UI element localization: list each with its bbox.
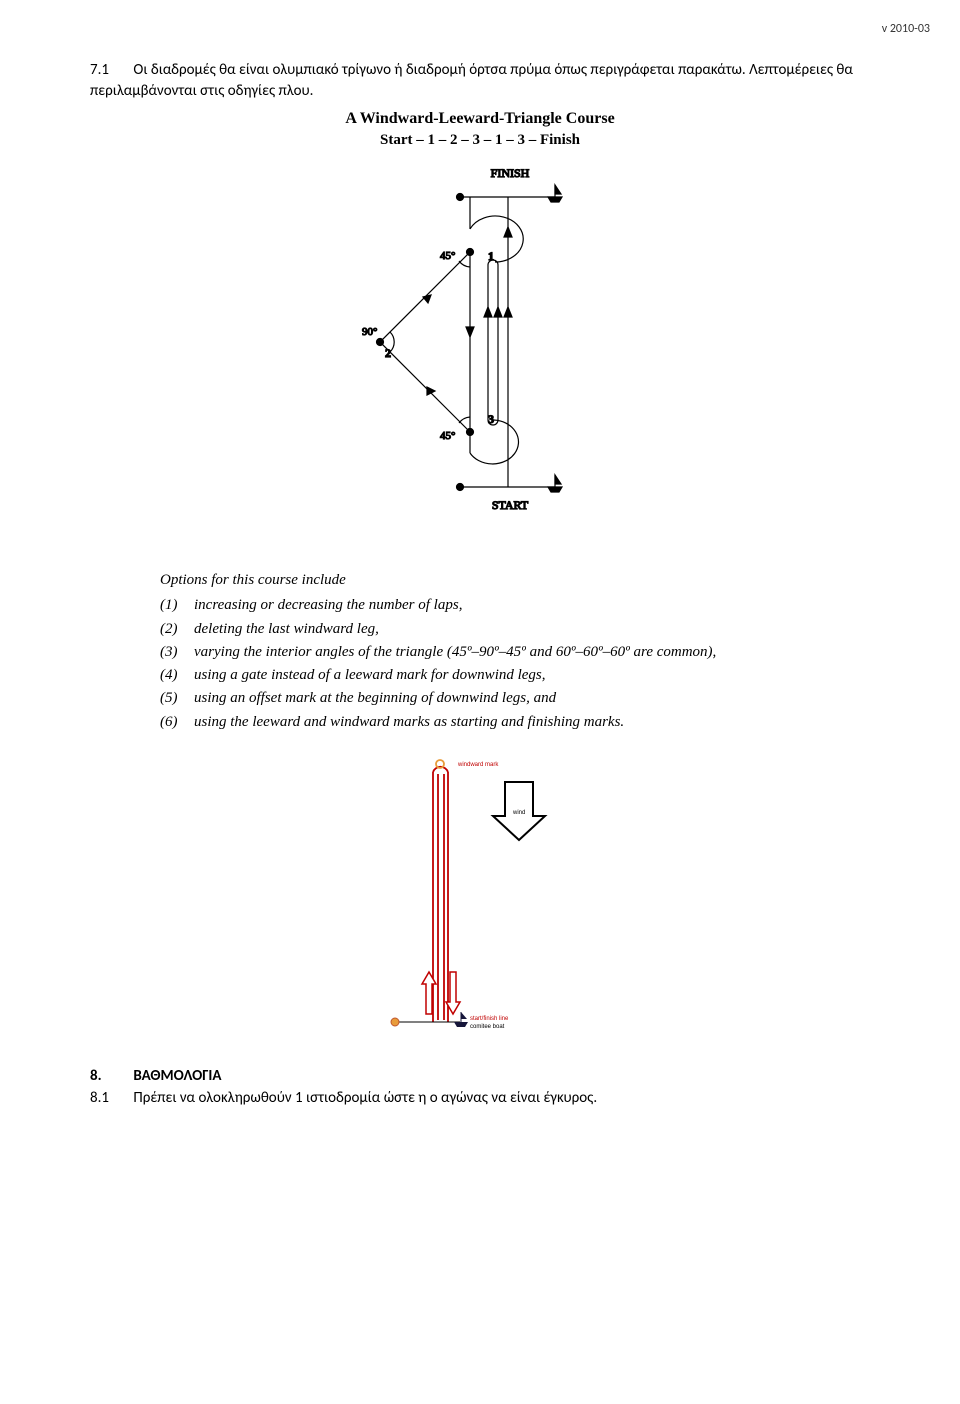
option-row: (3)varying the interior angles of the tr… xyxy=(160,641,870,664)
option-num: (4) xyxy=(160,664,194,687)
angle-45-bottom: 45° xyxy=(440,430,455,442)
option-text: using an offset mark at the beginning of… xyxy=(194,687,556,710)
course-options: Options for this course include (1)incre… xyxy=(160,569,870,734)
option-row: (1)increasing or decreasing the number o… xyxy=(160,594,870,617)
committee-boat-label: comitee boat xyxy=(470,1024,505,1030)
course-diagram: FINISH 1 45° 3 45° 2 xyxy=(310,157,650,557)
angle-90: 90° xyxy=(362,326,377,338)
option-num: (3) xyxy=(160,641,194,664)
section-title: ΒΑΘΜΟΛΟΓΙΑ xyxy=(133,1067,221,1085)
option-num: (6) xyxy=(160,711,194,734)
paragraph-7-1: 7.1 Οι διαδρομές θα είναι ολυμπιακό τρίγ… xyxy=(90,60,870,102)
option-num: (5) xyxy=(160,687,194,710)
course-title: A Windward-Leeward-Triangle Course xyxy=(90,110,870,128)
option-num: (1) xyxy=(160,594,194,617)
paragraph-text: Πρέπει να ολοκληρωθούν 1 ιστιοδρομία ώστ… xyxy=(133,1089,597,1107)
option-text: using a gate instead of a leeward mark f… xyxy=(194,664,546,687)
page: v 2010-03 7.1 Οι διαδρομές θα είναι ολυμ… xyxy=(0,0,960,1404)
option-text: using the leeward and windward marks as … xyxy=(194,711,624,734)
section-number: 8. xyxy=(90,1067,130,1085)
option-row: (6)using the leeward and windward marks … xyxy=(160,711,870,734)
paragraph-text: Οι διαδρομές θα είναι ολυμπιακό τρίγωνο … xyxy=(90,61,853,100)
start-finish-label: start/finish line xyxy=(470,1016,509,1022)
angle-45-top: 45° xyxy=(440,250,455,262)
option-text: varying the interior angles of the trian… xyxy=(194,641,716,664)
course-sequence: Start – 1 – 2 – 3 – 1 – 3 – Finish xyxy=(90,132,870,149)
section-8-heading: 8. ΒΑΘΜΟΛΟΓΙΑ xyxy=(90,1067,870,1085)
option-text: deleting the last windward leg, xyxy=(194,618,379,641)
paragraph-number: 7.1 xyxy=(90,60,130,81)
finish-label: FINISH xyxy=(491,166,530,180)
header-version: v 2010-03 xyxy=(882,22,930,36)
options-lead: Options for this course include xyxy=(160,569,870,592)
option-row: (4)using a gate instead of a leeward mar… xyxy=(160,664,870,687)
start-label: START xyxy=(492,498,529,512)
option-row: (5)using an offset mark at the beginning… xyxy=(160,687,870,710)
mark-3-label: 3 xyxy=(488,412,494,426)
paragraph-number: 8.1 xyxy=(90,1089,130,1107)
windward-leeward-diagram: windward mark wind sta xyxy=(90,752,870,1047)
paragraph-8-1: 8.1 Πρέπει να ολοκληρωθούν 1 ιστιοδρομία… xyxy=(90,1089,870,1107)
option-row: (2)deleting the last windward leg, xyxy=(160,618,870,641)
windward-mark-label: windward mark xyxy=(457,762,499,768)
option-text: increasing or decreasing the number of l… xyxy=(194,594,462,617)
option-num: (2) xyxy=(160,618,194,641)
wind-label: wind xyxy=(512,810,525,816)
